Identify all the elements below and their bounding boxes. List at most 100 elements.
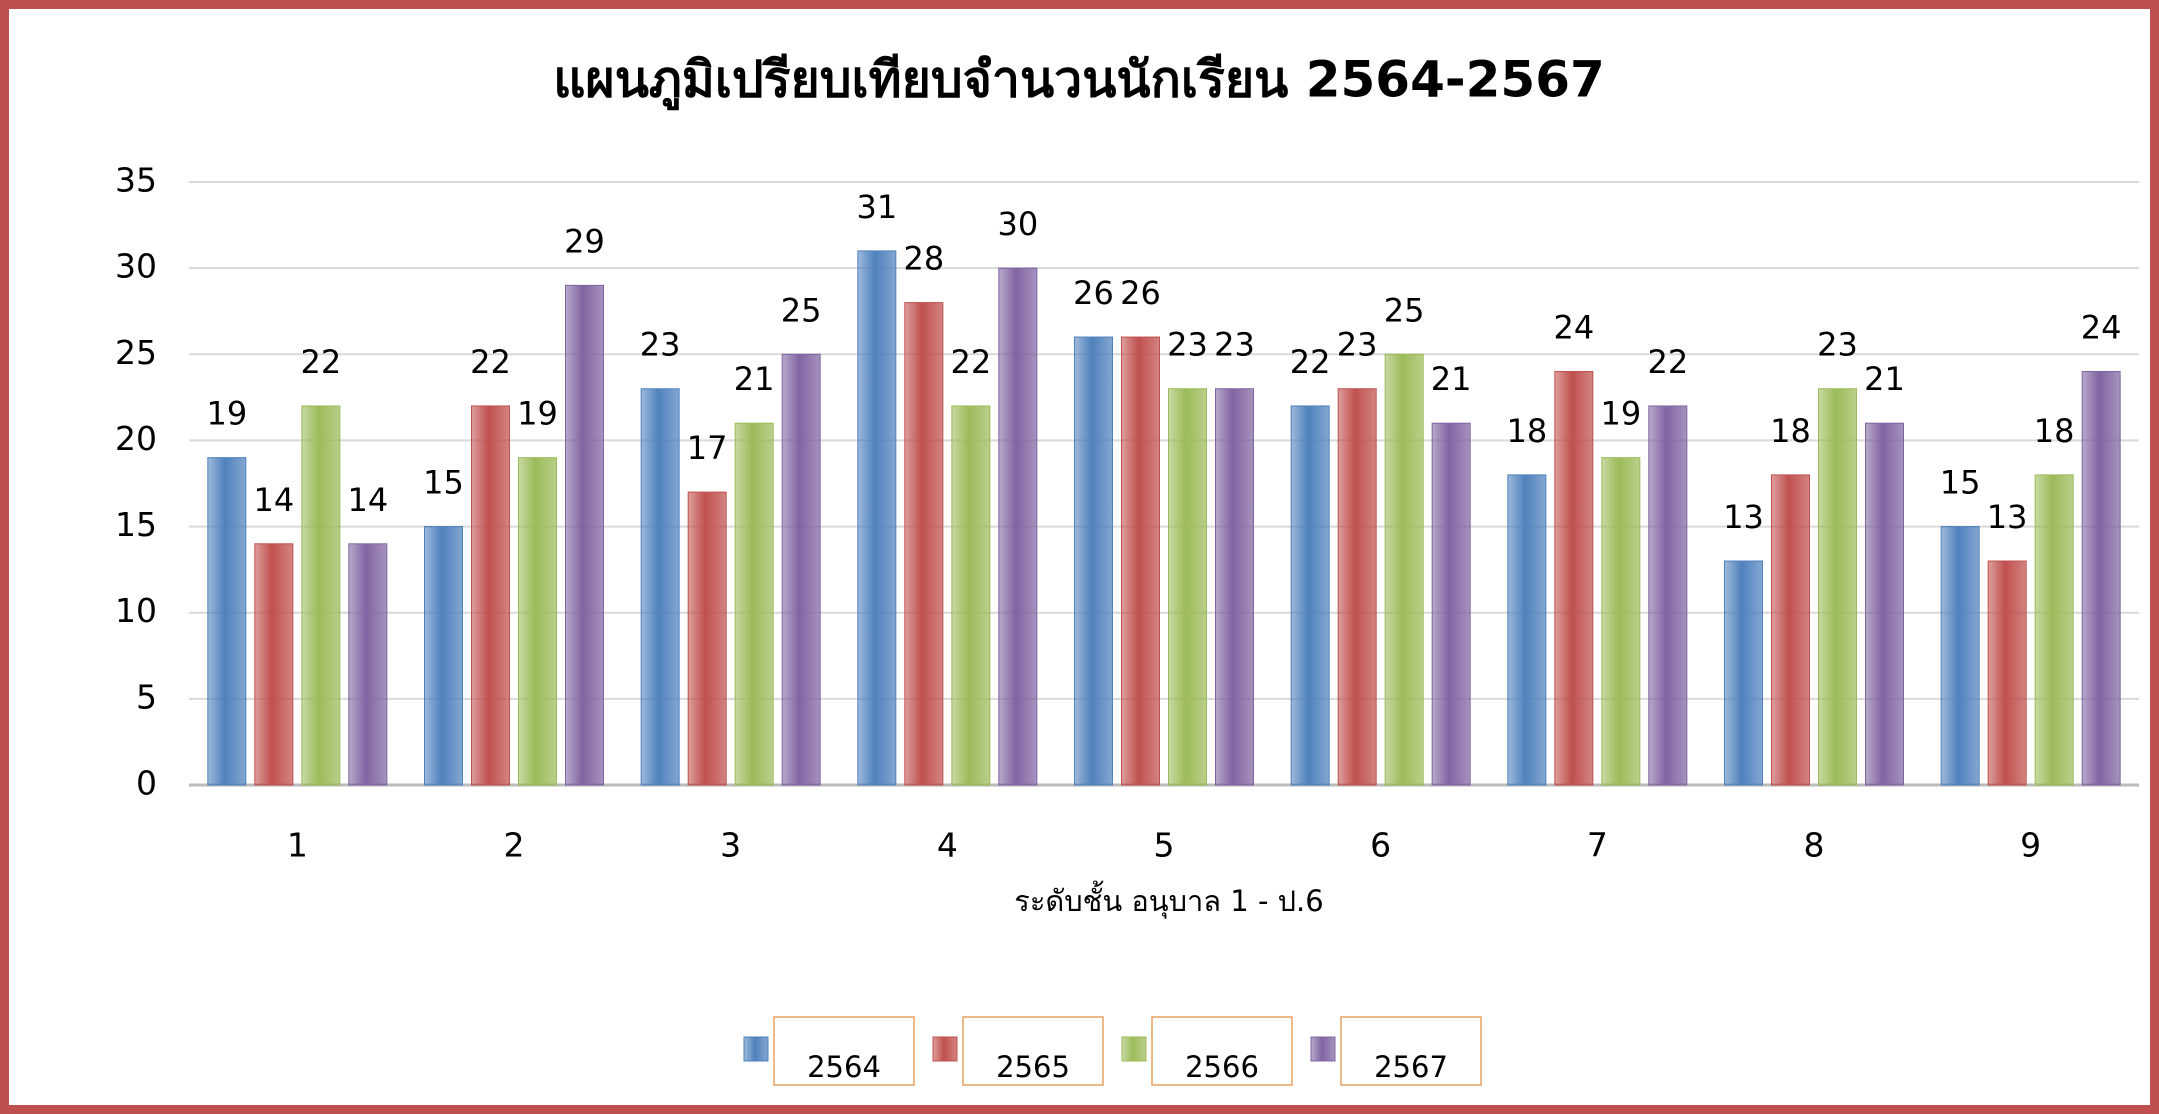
bar bbox=[1648, 405, 1688, 786]
data-label: 17 bbox=[687, 429, 728, 467]
chart-title: แผนภูมิเปรียบเทียบจำนวนนักเรียน 2564-256… bbox=[553, 51, 1605, 111]
legend-box bbox=[1340, 1016, 1482, 1086]
x-tick-label: 6 bbox=[1370, 826, 1391, 865]
data-label: 18 bbox=[1770, 412, 1811, 450]
data-label: 24 bbox=[2081, 309, 2122, 347]
y-tick-label: 35 bbox=[115, 161, 157, 200]
bar bbox=[1121, 336, 1160, 786]
data-label: 30 bbox=[997, 205, 1038, 243]
legend-box bbox=[773, 1016, 915, 1086]
x-tick-label: 5 bbox=[1154, 826, 1175, 865]
bar bbox=[1384, 353, 1424, 786]
bar bbox=[734, 422, 774, 786]
data-label: 28 bbox=[903, 240, 944, 278]
data-label: 14 bbox=[253, 481, 294, 519]
y-tick-label: 0 bbox=[136, 764, 157, 803]
bar bbox=[424, 526, 463, 786]
bar bbox=[1940, 526, 1980, 786]
bar bbox=[640, 388, 680, 786]
x-tick-label: 3 bbox=[720, 826, 741, 865]
bar bbox=[2034, 474, 2074, 786]
bar bbox=[254, 543, 294, 786]
bar bbox=[1337, 388, 1377, 786]
bar bbox=[781, 353, 821, 786]
legend-swatch bbox=[1121, 1036, 1147, 1062]
bar bbox=[565, 284, 604, 786]
data-label: 25 bbox=[781, 291, 822, 329]
data-label: 31 bbox=[856, 188, 897, 226]
bar bbox=[1601, 457, 1641, 786]
data-label: 23 bbox=[1817, 326, 1858, 364]
data-label: 15 bbox=[1940, 464, 1981, 502]
data-label: 22 bbox=[1647, 343, 1688, 381]
bar bbox=[1431, 422, 1471, 786]
y-tick-label: 15 bbox=[115, 505, 157, 544]
data-label: 22 bbox=[300, 343, 341, 381]
data-label: 23 bbox=[1337, 326, 1378, 364]
bar bbox=[1724, 560, 1763, 786]
bar bbox=[1554, 371, 1594, 786]
x-tick-label: 9 bbox=[2020, 826, 2041, 865]
legend-label: 2566 bbox=[1185, 1050, 1259, 1084]
bar bbox=[1818, 388, 1857, 786]
data-label: 21 bbox=[1431, 360, 1472, 398]
data-label: 23 bbox=[1214, 326, 1255, 364]
data-label: 18 bbox=[2034, 412, 2075, 450]
bar bbox=[998, 267, 1038, 786]
bar bbox=[471, 405, 510, 786]
bar bbox=[1290, 405, 1330, 786]
y-tick-label: 10 bbox=[115, 591, 157, 630]
legend-swatch bbox=[932, 1036, 958, 1062]
bar bbox=[1168, 388, 1207, 786]
legend-swatch bbox=[743, 1036, 769, 1062]
bar bbox=[1865, 422, 1904, 786]
legend-label: 2567 bbox=[1374, 1050, 1448, 1084]
legend-label: 2565 bbox=[996, 1050, 1070, 1084]
bar bbox=[951, 405, 991, 786]
data-label: 26 bbox=[1120, 274, 1161, 312]
bar bbox=[2081, 371, 2121, 786]
data-label: 22 bbox=[470, 343, 511, 381]
data-label: 23 bbox=[1167, 326, 1208, 364]
y-tick-label: 5 bbox=[136, 677, 157, 716]
bar bbox=[904, 302, 944, 786]
y-tick-label: 30 bbox=[115, 247, 157, 286]
data-label: 15 bbox=[423, 464, 464, 502]
chart: แผนภูมิเปรียบเทียบจำนวนนักเรียน 2564-256… bbox=[115, 51, 2139, 1086]
data-label: 29 bbox=[564, 222, 605, 260]
bar bbox=[1507, 474, 1547, 786]
data-label: 13 bbox=[1987, 498, 2028, 536]
bar bbox=[1215, 388, 1254, 786]
bar bbox=[1987, 560, 2027, 786]
data-label: 22 bbox=[950, 343, 991, 381]
data-label: 25 bbox=[1384, 291, 1425, 329]
y-tick-label: 25 bbox=[115, 333, 157, 372]
bar bbox=[857, 250, 897, 786]
legend-swatch bbox=[1310, 1036, 1336, 1062]
bar bbox=[1074, 336, 1113, 786]
data-label: 18 bbox=[1506, 412, 1547, 450]
x-tick-label: 7 bbox=[1587, 826, 1608, 865]
data-label: 19 bbox=[1600, 395, 1641, 433]
data-label: 13 bbox=[1723, 498, 1764, 536]
x-axis-label: ระดับชั้น อนุบาล 1 - ป.6 bbox=[1014, 880, 1323, 919]
data-label: 22 bbox=[1290, 343, 1331, 381]
data-label: 21 bbox=[734, 360, 775, 398]
bar bbox=[207, 457, 247, 786]
data-label: 23 bbox=[640, 326, 681, 364]
bar bbox=[348, 543, 388, 786]
data-label: 26 bbox=[1073, 274, 1114, 312]
x-tick-label: 8 bbox=[1804, 826, 1825, 865]
legend-box bbox=[1151, 1016, 1293, 1086]
bar bbox=[301, 405, 341, 786]
bar bbox=[687, 491, 727, 786]
bar bbox=[1771, 474, 1810, 786]
x-tick-label: 1 bbox=[287, 826, 308, 865]
data-label: 19 bbox=[206, 395, 247, 433]
x-tick-label: 4 bbox=[937, 826, 958, 865]
data-label: 19 bbox=[517, 395, 558, 433]
data-label: 24 bbox=[1553, 309, 1594, 347]
y-tick-label: 20 bbox=[115, 419, 157, 458]
legend-box bbox=[962, 1016, 1104, 1086]
